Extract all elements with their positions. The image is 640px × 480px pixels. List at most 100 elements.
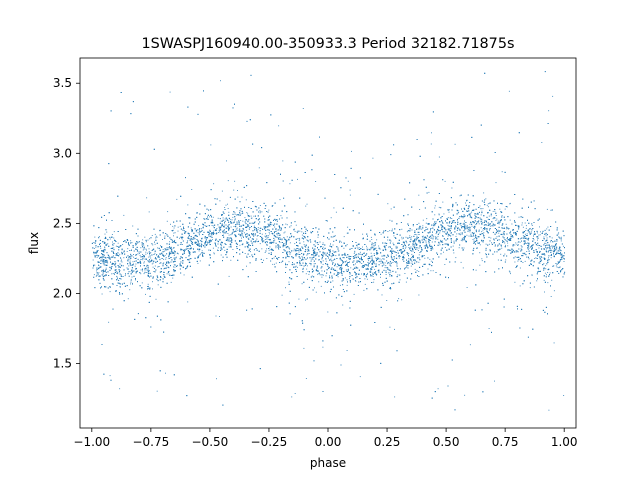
data-point bbox=[117, 271, 119, 273]
data-point bbox=[244, 217, 246, 219]
data-point bbox=[349, 278, 350, 280]
data-point bbox=[322, 263, 324, 265]
data-point bbox=[233, 226, 235, 227]
data-point bbox=[520, 248, 522, 250]
data-point bbox=[339, 272, 341, 274]
data-point bbox=[462, 217, 464, 219]
data-point bbox=[386, 300, 388, 301]
data-point bbox=[340, 241, 342, 243]
data-point bbox=[477, 221, 479, 223]
data-point bbox=[144, 268, 146, 269]
data-point bbox=[493, 225, 495, 227]
data-point bbox=[137, 253, 139, 255]
data-point bbox=[120, 274, 122, 276]
data-point bbox=[159, 258, 161, 260]
data-point bbox=[99, 243, 101, 244]
data-point bbox=[346, 260, 348, 262]
data-point bbox=[217, 249, 218, 251]
data-point bbox=[401, 236, 403, 238]
data-point bbox=[479, 252, 481, 254]
data-point bbox=[102, 262, 104, 264]
data-point bbox=[417, 250, 419, 251]
data-point bbox=[295, 248, 297, 249]
data-point bbox=[236, 223, 238, 225]
data-point bbox=[426, 237, 428, 239]
data-point bbox=[306, 268, 308, 270]
data-point bbox=[142, 259, 144, 261]
data-point bbox=[363, 248, 365, 250]
data-point bbox=[168, 267, 170, 269]
data-point bbox=[343, 236, 345, 238]
data-point bbox=[446, 231, 448, 233]
data-point bbox=[103, 255, 105, 257]
data-point bbox=[220, 254, 222, 256]
data-point bbox=[482, 221, 484, 223]
data-point bbox=[396, 246, 398, 248]
data-point bbox=[348, 257, 350, 259]
data-point bbox=[238, 220, 240, 222]
data-point bbox=[254, 221, 256, 223]
data-point bbox=[278, 125, 280, 127]
data-point bbox=[273, 231, 275, 233]
data-point bbox=[109, 238, 111, 240]
data-point bbox=[404, 243, 405, 245]
data-point bbox=[204, 225, 206, 226]
data-point bbox=[279, 227, 280, 229]
data-point bbox=[373, 279, 375, 281]
data-point bbox=[151, 235, 153, 236]
data-point bbox=[130, 240, 132, 242]
data-point bbox=[211, 233, 212, 235]
data-point bbox=[149, 288, 151, 290]
data-point bbox=[414, 260, 416, 262]
data-point bbox=[552, 246, 554, 248]
data-point bbox=[212, 247, 214, 249]
data-point bbox=[256, 241, 258, 243]
data-point bbox=[242, 235, 244, 237]
data-point bbox=[123, 251, 125, 253]
data-point bbox=[408, 260, 410, 262]
data-point bbox=[286, 224, 288, 226]
data-point bbox=[168, 262, 170, 264]
data-point bbox=[165, 258, 167, 260]
data-point bbox=[495, 182, 497, 184]
data-point bbox=[366, 247, 368, 249]
data-point bbox=[101, 274, 103, 276]
data-point bbox=[493, 239, 495, 241]
data-point bbox=[135, 254, 137, 256]
data-point bbox=[132, 282, 133, 284]
data-point bbox=[132, 283, 133, 285]
data-point bbox=[393, 258, 395, 260]
data-point bbox=[280, 227, 282, 229]
data-point bbox=[528, 258, 530, 260]
data-point bbox=[233, 189, 235, 191]
data-point bbox=[145, 241, 147, 243]
data-point bbox=[432, 227, 434, 229]
data-point bbox=[447, 235, 449, 237]
data-point bbox=[524, 260, 526, 262]
data-point bbox=[285, 240, 287, 242]
data-point bbox=[481, 258, 483, 260]
data-point bbox=[451, 187, 453, 189]
data-point bbox=[410, 265, 412, 267]
data-point bbox=[555, 263, 557, 264]
data-point bbox=[179, 263, 181, 265]
data-point bbox=[504, 242, 506, 244]
data-point bbox=[438, 225, 439, 227]
data-point bbox=[442, 235, 444, 236]
data-point bbox=[461, 233, 463, 235]
data-point bbox=[222, 217, 224, 219]
data-point bbox=[562, 245, 564, 247]
data-point bbox=[364, 283, 366, 285]
data-point bbox=[128, 257, 130, 258]
data-point bbox=[296, 266, 298, 268]
data-point bbox=[223, 226, 225, 228]
data-point bbox=[552, 95, 554, 97]
data-point bbox=[144, 236, 146, 238]
data-point bbox=[228, 240, 230, 242]
data-point bbox=[361, 273, 362, 275]
data-point bbox=[537, 239, 538, 241]
data-point bbox=[148, 256, 150, 258]
data-point bbox=[531, 225, 533, 226]
data-point bbox=[464, 223, 465, 225]
data-point bbox=[454, 143, 456, 145]
